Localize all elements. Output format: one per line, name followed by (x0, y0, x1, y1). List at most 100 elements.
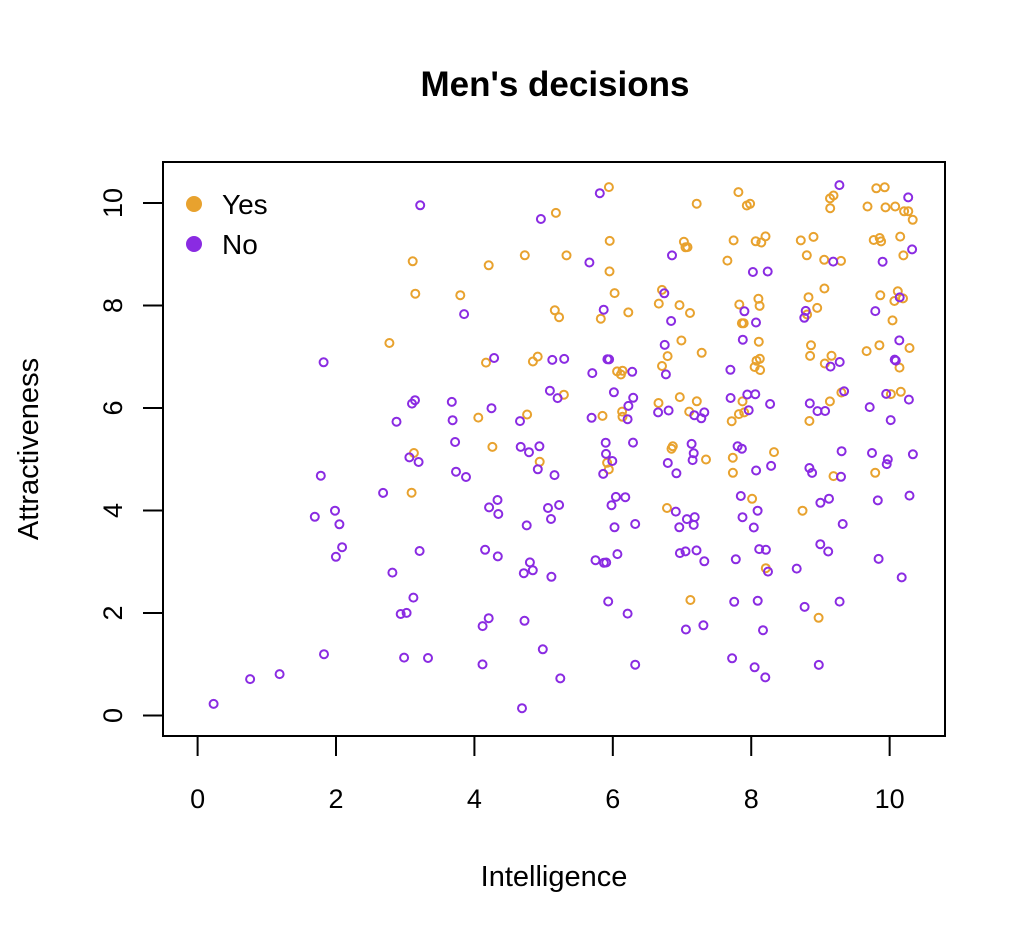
x-tick-label-6: 6 (605, 784, 620, 814)
point-no-65 (584, 257, 595, 268)
point-no-153 (825, 361, 836, 372)
point-yes-15 (554, 312, 565, 323)
point-no-96 (659, 339, 670, 350)
point-no-101 (663, 405, 674, 416)
point-no-124 (737, 334, 748, 345)
point-no-10 (334, 519, 345, 530)
point-no-31 (492, 495, 503, 505)
point-no-122 (739, 306, 750, 317)
point-no-54 (518, 568, 529, 579)
point-yes-123 (870, 467, 881, 478)
point-no-187 (873, 553, 884, 564)
point-yes-32 (597, 410, 608, 421)
point-yes-97 (797, 505, 808, 516)
point-yes-89 (819, 283, 830, 294)
point-no-171 (903, 192, 914, 203)
legend-marker-no (186, 236, 202, 252)
point-no-53 (527, 565, 538, 576)
point-no-92 (612, 549, 623, 560)
point-yes-30 (595, 313, 606, 324)
point-yes-12 (527, 356, 538, 367)
point-yes-17 (532, 351, 543, 362)
point-no-66 (598, 304, 609, 315)
y-tick-label-6: 6 (98, 400, 128, 415)
point-yes-120 (874, 340, 885, 351)
point-yes-121 (895, 386, 906, 397)
point-no-148 (834, 180, 845, 191)
point-no-21 (423, 653, 433, 663)
point-no-142 (749, 662, 760, 673)
point-no-3 (318, 357, 329, 368)
point-yes-98 (813, 612, 824, 623)
point-no-104 (688, 448, 699, 459)
point-yes-55 (733, 187, 744, 198)
point-no-0 (208, 698, 219, 709)
point-yes-1 (406, 487, 417, 498)
x-tick-label-10: 10 (875, 784, 905, 814)
point-no-189 (864, 402, 875, 413)
point-no-6 (337, 542, 348, 553)
point-yes-72 (727, 452, 738, 463)
point-no-108 (681, 514, 692, 525)
point-no-25 (459, 309, 470, 320)
x-tick-label-8: 8 (744, 784, 759, 814)
point-no-26 (447, 415, 458, 426)
point-no-52 (546, 571, 557, 582)
point-yes-80 (726, 416, 737, 427)
point-no-42 (559, 353, 570, 364)
x-tick-label-2: 2 (328, 784, 343, 814)
point-no-47 (515, 441, 526, 452)
point-no-5 (309, 511, 320, 522)
point-no-2 (245, 674, 256, 685)
point-no-58 (517, 703, 527, 714)
point-yes-101 (812, 302, 823, 313)
point-yes-118 (904, 343, 915, 353)
point-no-159 (807, 467, 818, 478)
point-yes-48 (662, 503, 672, 513)
point-yes-41 (662, 351, 673, 362)
point-yes-99 (825, 193, 835, 204)
point-no-63 (524, 557, 535, 568)
point-no-86 (603, 596, 614, 607)
point-yes-52 (657, 361, 667, 371)
point-yes-86 (795, 235, 806, 246)
point-no-146 (754, 544, 765, 555)
point-no-188 (889, 354, 900, 365)
point-no-131 (751, 465, 762, 476)
point-no-55 (519, 615, 530, 626)
point-no-154 (804, 398, 815, 409)
point-yes-29 (604, 266, 615, 277)
point-no-89 (623, 400, 634, 411)
point-yes-100 (819, 254, 830, 265)
point-yes-59 (760, 231, 771, 242)
point-yes-20 (604, 235, 615, 246)
point-no-76 (601, 448, 611, 459)
point-no-88 (602, 354, 613, 365)
point-yes-112 (895, 231, 906, 242)
point-yes-78 (738, 318, 749, 329)
point-no-87 (630, 659, 641, 670)
point-yes-26 (617, 411, 628, 422)
point-no-8 (319, 649, 329, 660)
point-no-143 (765, 399, 776, 409)
x-axis-label: Intelligence (481, 861, 628, 893)
point-no-71 (622, 414, 633, 425)
point-no-45 (532, 464, 543, 475)
point-yes-87 (808, 231, 819, 242)
legend-label-no: No (222, 229, 258, 260)
point-no-141 (760, 672, 771, 683)
point-yes-122 (885, 389, 896, 400)
point-yes-39 (685, 308, 695, 318)
point-no-56 (555, 673, 566, 684)
point-no-109 (674, 522, 685, 533)
point-no-186 (896, 572, 907, 583)
y-tick-label-0: 0 (98, 708, 128, 723)
point-yes-93 (826, 350, 837, 361)
point-yes-53 (674, 392, 685, 403)
point-no-127 (725, 393, 736, 403)
point-no-4 (330, 505, 340, 516)
point-no-33 (492, 551, 503, 562)
point-no-111 (691, 545, 702, 556)
point-no-68 (587, 368, 598, 379)
